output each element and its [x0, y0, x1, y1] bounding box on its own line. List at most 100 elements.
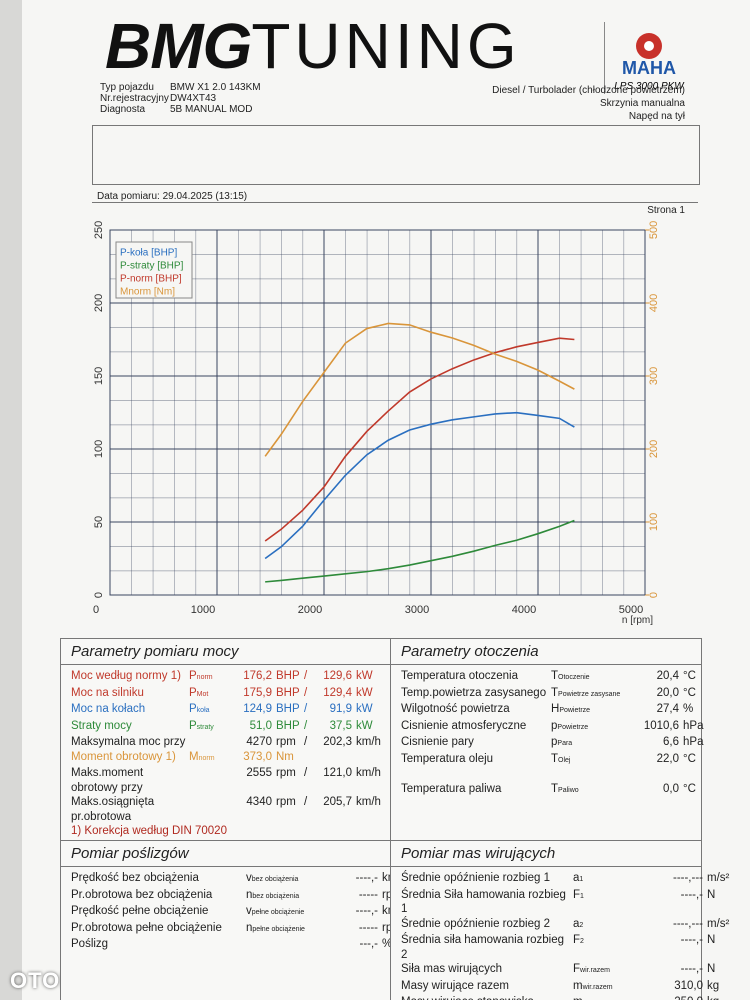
row-label: Maksymalna moc przy: [71, 736, 186, 748]
symbol: v: [246, 905, 252, 917]
symbol-sub: wir.razem: [580, 967, 610, 974]
unit: rpm: [276, 736, 296, 748]
value: ----,-: [680, 934, 703, 946]
symbol-sub: 2: [580, 938, 584, 945]
table-row: Prędkość bez obciążenia vbez obciążenia --…: [61, 871, 407, 888]
value: ----,---: [672, 872, 703, 884]
page-number: Strona 1: [647, 205, 685, 216]
line-series: [264, 411, 575, 560]
brand-light: TUNING: [251, 10, 521, 82]
table-row: Masy wirujące stanowiskamwir.stanowiska2…: [391, 995, 719, 1000]
vehicle-label: Diagnosta: [100, 104, 146, 115]
date: Data pomiaru: 29.04.2025 (13:15): [97, 191, 248, 202]
row-symbol: pPara: [551, 735, 641, 752]
unit-2: kW: [356, 686, 373, 699]
table-row: Wilgotność powietrza HPowietrze 27,4%: [391, 702, 701, 719]
row-label: Moc według normy 1): [71, 670, 181, 682]
unit: °C: [683, 752, 696, 765]
symbol: m: [573, 996, 583, 1000]
table-title: Pomiar mas wirujących: [391, 841, 701, 867]
unit: BHP: [276, 719, 300, 732]
unit: hPa: [683, 719, 704, 732]
symbol-sub: Para: [557, 740, 573, 747]
row-symbol: [189, 766, 234, 795]
row-label: Cisnienie atmosferyczne: [401, 719, 527, 732]
unit: %: [382, 938, 393, 950]
row-label: Temperatura paliwa: [401, 783, 502, 795]
unit: hPa: [683, 736, 704, 748]
y-tick-label: 50: [93, 516, 105, 528]
symbol-sub: Paliwo: [558, 787, 579, 794]
table-row: Maks.osiągnięta pr.obrotowa 4340 rpm / 205,7…: [61, 795, 391, 824]
vehicle-row: Typ pojazdu BMW X1 2.0 143KM: [100, 82, 320, 93]
table-row: Średnia Siła hamowania rozbieg 1 F1 ----,-…: [391, 888, 715, 917]
value-2: [316, 750, 356, 767]
vehicle-label: Typ pojazdu: [100, 82, 154, 93]
value: 310,0: [674, 979, 703, 992]
table-row: Temperatura oleju TOlej 22,0 °C: [391, 752, 701, 769]
x-tick-label: 2000: [298, 604, 322, 616]
vehicle-detail: Diesel / Turbolader (chłodzone powietrze…: [492, 85, 685, 96]
table: Pomiar mas wirujących Średnie opóźnienie …: [390, 840, 729, 1000]
table-row: Maksymalna moc przy 4270 rpm / 202,3 km/h: [61, 735, 391, 750]
row-symbol: pPowietrze: [551, 719, 641, 736]
separator: /: [304, 767, 308, 779]
symbol-sub: Olej: [558, 756, 571, 764]
table-title: Pomiar poślizgów: [61, 841, 391, 867]
row-symbol: TOtoczenie: [551, 669, 641, 686]
symbol: H: [551, 703, 560, 715]
value: 6,6: [663, 736, 679, 748]
value: 20,4: [656, 670, 679, 682]
value-2: 121,0: [323, 767, 352, 779]
value: 4340: [246, 796, 272, 808]
legend-entry: P-norm [BHP]: [120, 274, 182, 285]
table-row: Moment obrotowy 1) Mnorm 373,0 Nm: [61, 750, 391, 767]
symbol: P: [189, 670, 197, 682]
row-label: Prędkość bez obciążenia: [71, 872, 199, 884]
table-row: Maks.moment obrotowy przy 2555 rpm / 121,0 km…: [61, 766, 391, 795]
value: ---,-: [359, 938, 378, 950]
symbol: F: [573, 934, 581, 946]
table: Parametry otoczenia Temperatura otoczenia…: [390, 638, 703, 842]
symbol: p: [551, 719, 558, 732]
row-label: Maks.moment obrotowy przy: [71, 767, 144, 794]
symbol-sub: bez obciążenia: [252, 892, 300, 900]
symbol-sub: Powietrze: [559, 707, 591, 714]
row-label: Maks.osiągnięta pr.obrotowa: [71, 796, 155, 823]
vehicle-detail: Napęd na tył: [628, 111, 685, 122]
row-label: Prędkość pełne obciążenie: [71, 905, 209, 917]
table-row: Pr.obrotowa pełne obciążenie npełne obcią…: [61, 921, 402, 938]
unit: rpm: [276, 796, 296, 808]
table-row: Moc według normy 1) Pnorm 176,2 BHP / 129,6 kW: [61, 669, 391, 686]
line-series: [264, 322, 575, 457]
row-symbol: nbez obciążenia: [246, 888, 338, 905]
row-label: Masy wirujące razem: [401, 979, 509, 992]
unit-2: [356, 750, 386, 767]
vehicle-row: Nr.rejestracyjny DW4XT43: [100, 93, 320, 104]
row-label: Średnia Siła hamowania rozbieg 1: [401, 888, 566, 916]
symbol-sub: norm: [198, 754, 215, 762]
row-label: Cisnienie pary: [401, 736, 474, 748]
symbol: P: [189, 703, 197, 715]
value: 176,2: [243, 670, 272, 682]
blank-box: [92, 125, 700, 185]
table-row: Masy wirujące razem mwir.razem 310,0 kg: [391, 979, 719, 996]
symbol: a: [573, 872, 580, 884]
brand-bold: BMG: [105, 10, 252, 82]
line-series: [264, 337, 575, 542]
table-body: Moc według normy 1) Pnorm 176,2 BHP / 129,6 kW…: [61, 665, 391, 824]
separator: /: [304, 719, 308, 732]
legend-entry: Mnorm [Nm]: [120, 287, 175, 298]
row-symbol: Mnorm: [189, 750, 234, 767]
symbol: F: [573, 888, 581, 901]
row-label: Temperatura oleju: [401, 752, 494, 765]
y-tick-label: 0: [93, 592, 105, 598]
value-2: 37,5: [329, 719, 352, 732]
x-tick-label: 4000: [512, 604, 536, 616]
value: 20,0: [656, 686, 679, 699]
unit-2: kW: [356, 670, 373, 682]
unit: m/s²: [707, 872, 730, 884]
unit-2: kW: [356, 719, 373, 732]
row-symbol: F1: [573, 888, 663, 917]
value: 22,0: [656, 752, 679, 765]
